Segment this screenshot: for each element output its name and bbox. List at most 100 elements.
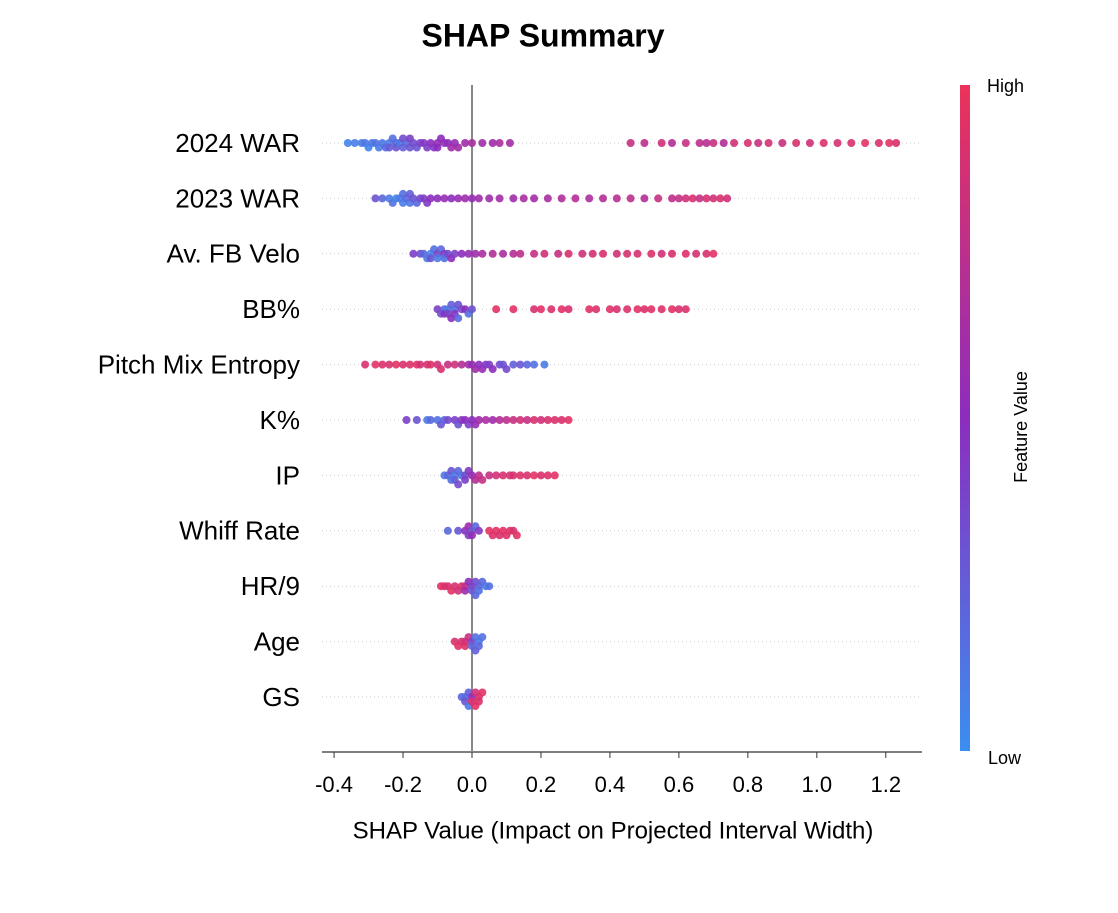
- shap-dot: [792, 139, 801, 147]
- shap-dot: [392, 360, 401, 369]
- shap-dot: [599, 249, 608, 258]
- shap-dot: [461, 586, 470, 595]
- shap-dot: [426, 416, 435, 424]
- feature-label: Age: [254, 626, 300, 656]
- shap-dot: [719, 139, 728, 147]
- shap-dot: [709, 194, 718, 203]
- shap-dot: [571, 194, 580, 203]
- shap-dot: [443, 526, 452, 535]
- feature-label: Pitch Mix Entropy: [98, 349, 300, 379]
- shap-dot: [681, 139, 690, 147]
- shap-dot: [516, 471, 525, 480]
- shap-dot: [743, 139, 752, 147]
- shap-dot: [626, 194, 635, 203]
- colorbar-high: High: [987, 76, 1024, 96]
- shap-dot: [474, 416, 483, 424]
- shap-dot: [505, 139, 514, 147]
- feature-label: Whiff Rate: [179, 516, 300, 546]
- shap-dot: [592, 305, 601, 314]
- colorbar: [960, 85, 970, 751]
- shap-dot: [343, 139, 352, 147]
- shap-dot: [764, 139, 773, 147]
- shap-dot: [709, 249, 718, 258]
- shap-dot: [405, 360, 414, 369]
- shap-dot: [578, 249, 587, 258]
- shap-dot: [502, 416, 511, 424]
- shap-dot: [754, 139, 763, 147]
- shap-dot: [550, 471, 559, 480]
- shap-dot: [468, 194, 476, 203]
- shap-dot: [499, 471, 508, 480]
- x-axis-label: SHAP Value (Impact on Projected Interval…: [353, 817, 874, 844]
- shap-dot: [778, 139, 787, 147]
- shap-dot: [461, 475, 470, 484]
- shap-dot: [847, 139, 856, 147]
- grid: [322, 142, 922, 698]
- shap-dot: [633, 305, 642, 314]
- colorbar-label: Feature Value: [1011, 371, 1031, 483]
- shap-dot: [547, 305, 556, 314]
- shap-dot: [640, 139, 649, 147]
- shap-dot: [468, 531, 476, 540]
- shap-dot: [564, 249, 573, 258]
- feature-label: IP: [275, 460, 300, 490]
- shap-dot: [385, 360, 394, 369]
- shap-dot: [492, 305, 501, 314]
- shap-dot: [523, 416, 532, 424]
- shap-dot: [502, 365, 511, 374]
- colorbar-low: Low: [988, 748, 1022, 768]
- shap-dot: [585, 305, 594, 314]
- shap-dot: [371, 360, 380, 369]
- shap-dot: [454, 143, 463, 152]
- shap-dot: [461, 194, 470, 203]
- shap-dot: [361, 360, 370, 369]
- shap-dot: [695, 194, 704, 203]
- shap-dot: [612, 249, 621, 258]
- shap-dot: [402, 416, 411, 424]
- shap-dot: [681, 249, 690, 258]
- shap-dot: [668, 139, 676, 147]
- shap-dot: [612, 194, 621, 203]
- shap-dot: [688, 194, 697, 203]
- shap-dot: [623, 305, 632, 314]
- shap-dot: [861, 139, 870, 147]
- shap-dot: [550, 416, 559, 424]
- shap-dot: [478, 249, 487, 258]
- shap-dot: [554, 249, 563, 258]
- x-tick-label: 1.0: [802, 772, 833, 797]
- shap-dot: [516, 360, 525, 369]
- shap-dot: [471, 249, 480, 258]
- shap-dot: [557, 416, 566, 424]
- feature-label: GS: [262, 682, 300, 712]
- shap-dot: [440, 194, 449, 203]
- shap-dot: [612, 305, 621, 314]
- shap-dot: [657, 249, 666, 258]
- shap-dot: [378, 194, 387, 203]
- shap-dot: [433, 143, 442, 152]
- shap-dot: [454, 314, 463, 323]
- shap-dot: [516, 249, 525, 258]
- x-tick-label: 0.4: [595, 772, 626, 797]
- x-tick-label: 0.8: [733, 772, 764, 797]
- shap-dot: [564, 416, 573, 424]
- shap-dot: [468, 305, 476, 314]
- shap-dot: [530, 471, 539, 480]
- shap-dot: [509, 194, 518, 203]
- feature-label: Av. FB Velo: [167, 239, 300, 269]
- shap-dot: [668, 249, 676, 258]
- shap-dot: [474, 586, 483, 595]
- shap-dot: [674, 305, 683, 314]
- feature-label: BB%: [242, 294, 300, 324]
- shap-dot: [674, 194, 683, 203]
- shap-dot: [885, 139, 894, 147]
- shap-dot: [536, 471, 545, 480]
- shap-dot: [647, 249, 656, 258]
- feature-label: 2023 WAR: [175, 183, 300, 213]
- shap-dot: [557, 305, 566, 314]
- shap-dot: [519, 194, 528, 203]
- shap-dot: [543, 194, 552, 203]
- shap-dot: [530, 249, 539, 258]
- shap-dot: [509, 416, 518, 424]
- shap-dot: [623, 249, 632, 258]
- shap-dot: [447, 194, 456, 203]
